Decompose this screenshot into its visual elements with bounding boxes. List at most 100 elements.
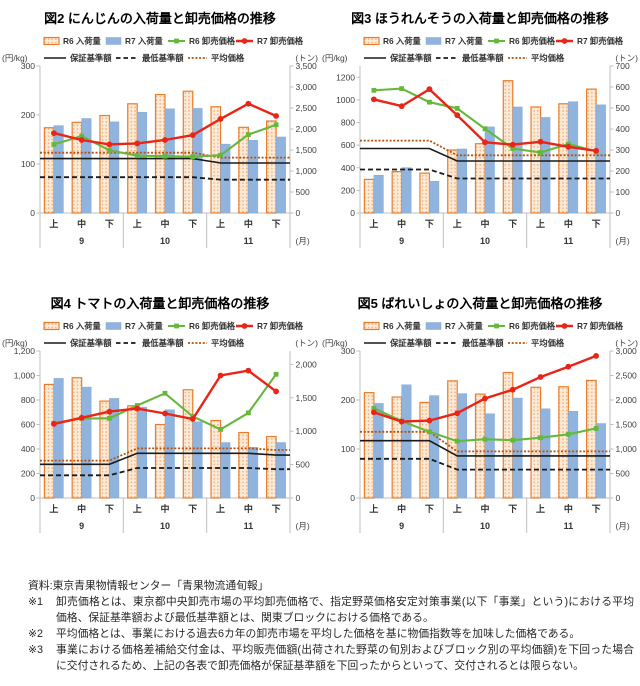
legend-average-price-label: 平均価格 [211,53,245,63]
footnotes: 資料: 東京青果物情報センター「青果物流通旬報」 ※1 卸売価格とは、東京都中央… [0,570,640,674]
bar-r6 [419,172,431,214]
bar-r7 [248,446,259,499]
legend-r6-price: R6 卸売価格 [488,321,556,331]
footnote-source-marker: 資料: [28,580,53,592]
r7-price-marker [106,408,113,415]
r6-price-marker [218,427,223,432]
left-axis-tick-label: 200 [21,469,35,479]
bar-r7 [456,148,467,214]
r7-price-marker [217,372,224,379]
category-label: 上 [216,503,225,514]
guarantee-price-line [40,157,290,164]
bar-r7 [595,423,606,499]
bar-r6 [530,106,542,214]
category-label: 下 [508,219,517,229]
r7-price-marker [482,139,488,146]
legend-minimum-price: 最低基準額 [116,338,184,348]
category-label: 中 [244,218,253,229]
r6-price-marker [593,426,599,431]
bar-r6 [238,431,249,499]
r7-price-marker [565,143,572,150]
left-axis-tick-label: 0 [30,493,35,503]
r7-price-marker [398,103,405,110]
left-axis-tick-label: 800 [21,395,35,405]
legend-minimum-price: 最低基準額 [436,338,504,348]
r6-price-marker [107,415,112,421]
category-label: 中 [244,503,253,514]
bar-r6 [99,114,111,214]
left-axis-tick-label: 1,200 [14,346,36,356]
right-axis-tick-label: 2,000 [616,395,638,405]
bar-r6 [530,386,542,499]
left-axis-unit-label: (円/kg) [322,338,348,348]
right-axis-unit-label: (トン) [615,53,638,63]
category-label: 上 [536,218,545,229]
r6-price-marker [510,437,516,443]
footnote-source: 資料: 東京青果物情報センター「青果物流通旬報」 [28,578,634,594]
legend-minimum-price-label: 最低基準額 [142,53,184,63]
bar-r7 [164,108,175,214]
x-axis-labels: 上 中 下 上 中 下 上 中 下 9 10 11 (月) [39,213,310,248]
right-axis-tick-label: 1,500 [296,145,318,155]
r7-price-marker [426,417,433,424]
left-axis-unit-label: (円/kg) [2,53,28,63]
bar-r7 [109,398,120,499]
r7-price-marker [565,363,572,370]
right-axis-tick-label: 1,000 [296,426,318,436]
category-label: 中 [480,503,489,514]
right-axis-tick-label: 0 [616,493,621,503]
month-label: 11 [244,521,254,531]
legend-r6-shipment: R6 入荷量 [43,36,102,46]
r6-price-marker [454,106,460,111]
average-price-line [360,430,610,453]
left-axis-tick-label: 100 [21,159,35,169]
right-axis-tick-label: 600 [616,82,630,92]
category-label: 上 [49,218,58,229]
r6-price-marker [273,122,279,128]
left-axis-tick-label: 0 [30,208,35,218]
guarantee-price-line [40,452,290,466]
chart-title-fig2: 図2 にんじんの入荷量と卸売価格の推移 [44,11,276,26]
legend-minimum-price-label: 最低基準額 [142,338,184,348]
legend-r6-price: R6 卸売価格 [168,321,236,331]
bar-r6 [99,400,111,499]
category-label: 下 [188,504,197,514]
category-label: 上 [49,503,58,514]
right-axis-tick-label: 500 [616,469,630,479]
r7-price-marker [509,386,516,393]
legend-average-price-label: 平均価格 [211,338,245,348]
minimum-price-line [40,176,290,181]
bar-r7 [373,403,384,499]
left-axis-unit-label: (円/kg) [322,53,348,63]
r7-price-marker [454,410,461,417]
bars-r6-group [43,377,277,499]
category-label: 下 [592,219,601,229]
category-label: 中 [160,218,169,229]
left-axis-tick-label: 300 [21,61,35,71]
legend-minimum-price-label: 最低基準額 [462,338,504,348]
bar-r6 [43,127,55,214]
r7-price-markers [50,100,280,148]
legend-guarantee-price-label: 保証基準額 [69,338,112,348]
r6-price-marker [107,147,112,153]
bar-r7 [275,136,286,214]
r6-price-markers [51,122,279,160]
left-axis-unit-label: (円/kg) [2,338,28,348]
bar-r7 [248,140,259,214]
legend-r6-price: R6 卸売価格 [168,36,236,46]
bar-r6 [558,103,569,214]
bar-r7 [429,181,440,214]
r7-price-marker [537,138,544,145]
legend-r7-shipment-label: R7 入荷量 [125,321,164,331]
r7-price-marker [273,113,280,119]
bar-r7 [81,386,92,499]
r7-price-marker [509,141,516,148]
bar-r6 [266,120,277,214]
r7-price-marker [189,132,196,138]
r6-price-marker [482,126,488,132]
right-axis-tick-label: 500 [296,460,310,470]
r6-price-marker [245,132,251,137]
bar-r7 [109,121,120,214]
